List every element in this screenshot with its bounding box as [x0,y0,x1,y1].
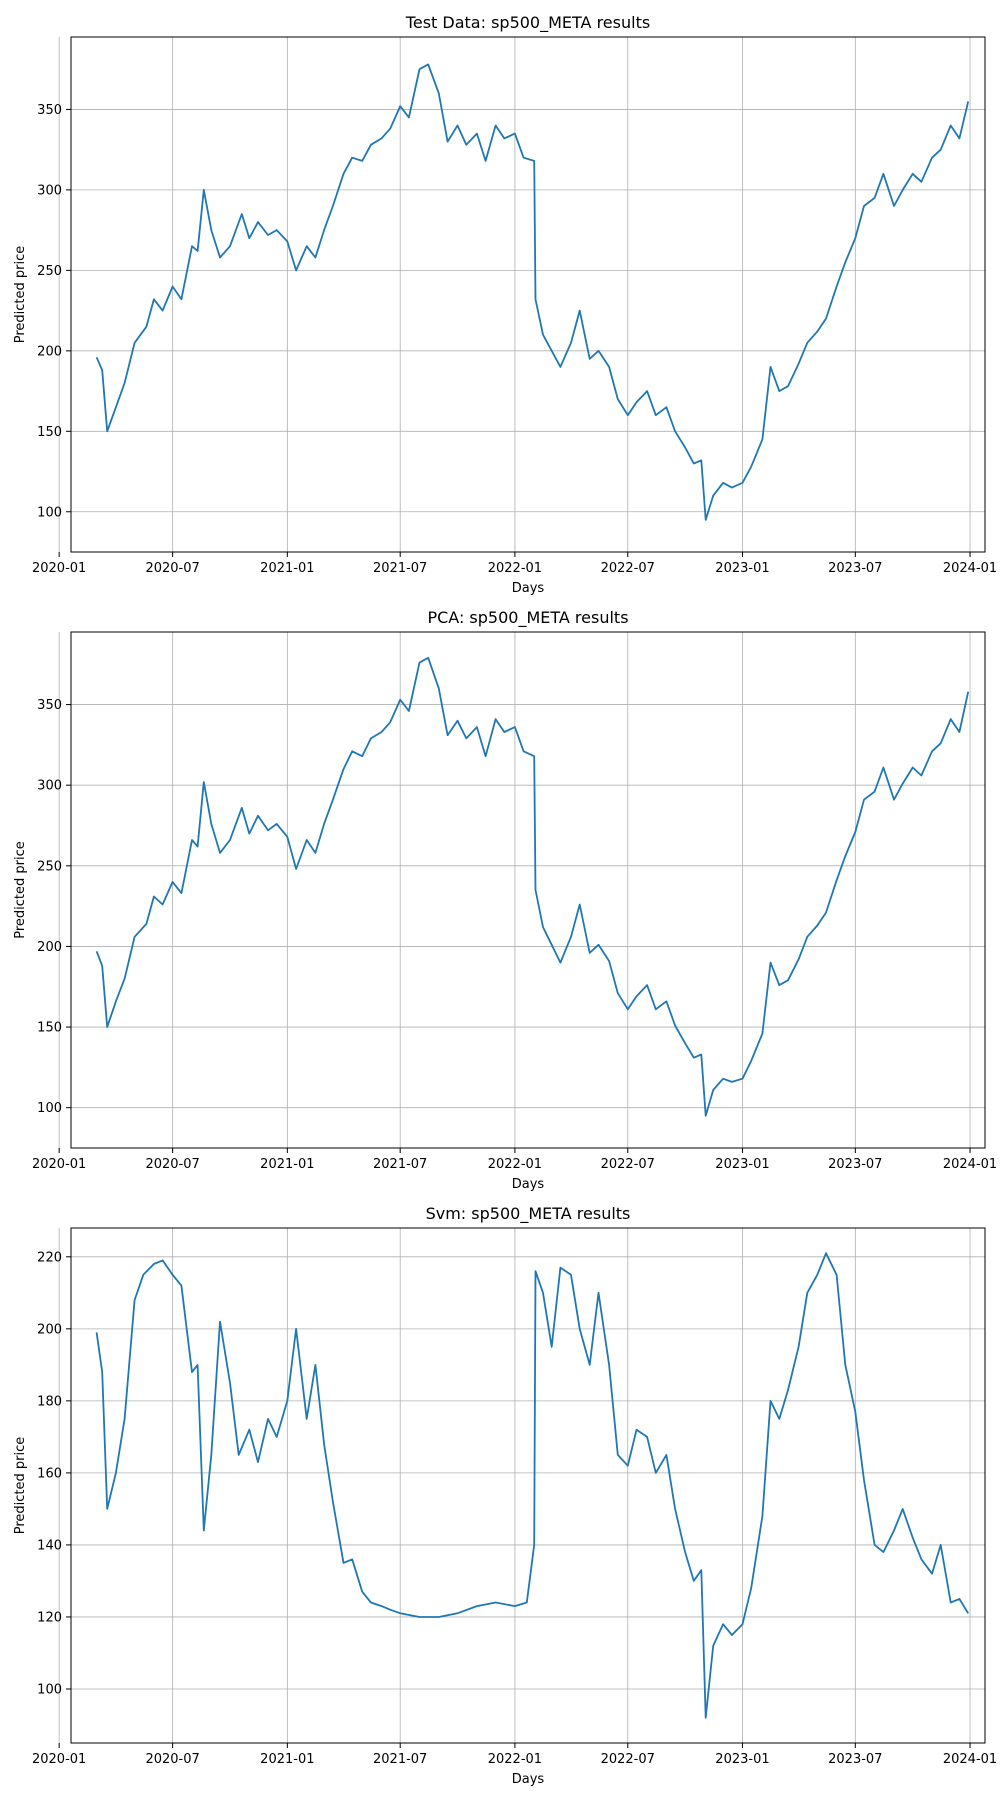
x-tick-label: 2021-07 [373,1157,427,1172]
y-tick-label: 140 [37,1538,62,1553]
x-tick-label: 2023-07 [828,561,882,576]
chart-title: PCA: sp500_META results [427,608,628,628]
x-tick-label: 2023-01 [715,1157,769,1172]
chart-panel-1: 2020-01 2020-07 2021-01 2021-07 2022-01 2022-… [13,13,997,596]
x-tick-label: 2021-07 [373,561,427,576]
x-tick-label: 2022-07 [601,1157,655,1172]
chart-panel-2: 2020-01 2020-07 2021-01 2021-07 2022-01 2022-… [13,608,997,1192]
x-tick-label: 2022-01 [488,1157,542,1172]
y-tick-label: 160 [37,1466,62,1481]
x-tick-label: 2022-07 [601,561,655,576]
y-tick-label: 220 [37,1250,62,1265]
x-tick-label: 2020-07 [145,561,199,576]
y-tick-label: 250 [37,859,62,874]
x-tick-label: 2021-01 [260,1157,314,1172]
y-tick-label: 300 [37,183,62,198]
y-tick-label: 250 [37,264,62,279]
x-axis-label: Days [512,581,545,596]
y-tick-label: 150 [37,1021,62,1036]
chart-title: Test Data: sp500_META results [405,13,650,33]
x-tick-label: 2021-01 [260,1752,314,1767]
x-tick-label: 2020-07 [145,1157,199,1172]
y-tick-label: 350 [37,103,62,118]
series-line [95,1252,969,1719]
x-tick-label: 2021-01 [260,561,314,576]
y-tick-label: 100 [37,1101,62,1116]
y-tick-label: 100 [37,1682,62,1697]
x-tick-label: 2022-07 [601,1752,655,1767]
x-tick-label: 2024-01 [943,1752,997,1767]
x-tick-label: 2023-01 [715,561,769,576]
x-tick-label: 2023-01 [715,1752,769,1767]
y-tick-label: 350 [37,698,62,713]
y-axis-label: Predicted price [13,841,28,939]
x-tick-label: 2024-01 [943,1157,997,1172]
y-tick-label: 100 [37,505,62,520]
x-tick-label: 2021-07 [373,1752,427,1767]
x-tick-label: 2023-07 [828,1157,882,1172]
y-tick-label: 150 [37,425,62,440]
plot-frame [70,1227,986,1744]
x-tick-label: 2023-07 [828,1752,882,1767]
y-tick-label: 200 [37,1322,62,1337]
x-axis-label: Days [512,1177,545,1192]
chart-panel-3: 2020-01 2020-07 2021-01 2021-07 2022-01 2022-… [13,1204,997,1787]
y-axis-label: Predicted price [13,246,28,344]
y-tick-label: 120 [37,1610,62,1625]
x-tick-label: 2020-01 [32,561,86,576]
y-tick-label: 180 [37,1394,62,1409]
y-tick-label: 300 [37,779,62,794]
plot-frame [70,36,986,553]
x-tick-label: 2022-01 [488,1752,542,1767]
x-tick-label: 2024-01 [943,561,997,576]
y-axis-label: Predicted price [13,1437,28,1535]
x-tick-label: 2020-01 [32,1157,86,1172]
y-tick-label: 200 [37,940,62,955]
x-tick-label: 2020-01 [32,1752,86,1767]
series-line [95,63,970,521]
plot-frame [70,631,986,1149]
chart-title: Svm: sp500_META results [426,1204,631,1224]
x-tick-label: 2020-07 [145,1752,199,1767]
y-tick-label: 200 [37,344,62,359]
x-axis-label: Days [512,1772,545,1787]
series-line [95,656,970,1117]
x-tick-label: 2022-01 [488,561,542,576]
